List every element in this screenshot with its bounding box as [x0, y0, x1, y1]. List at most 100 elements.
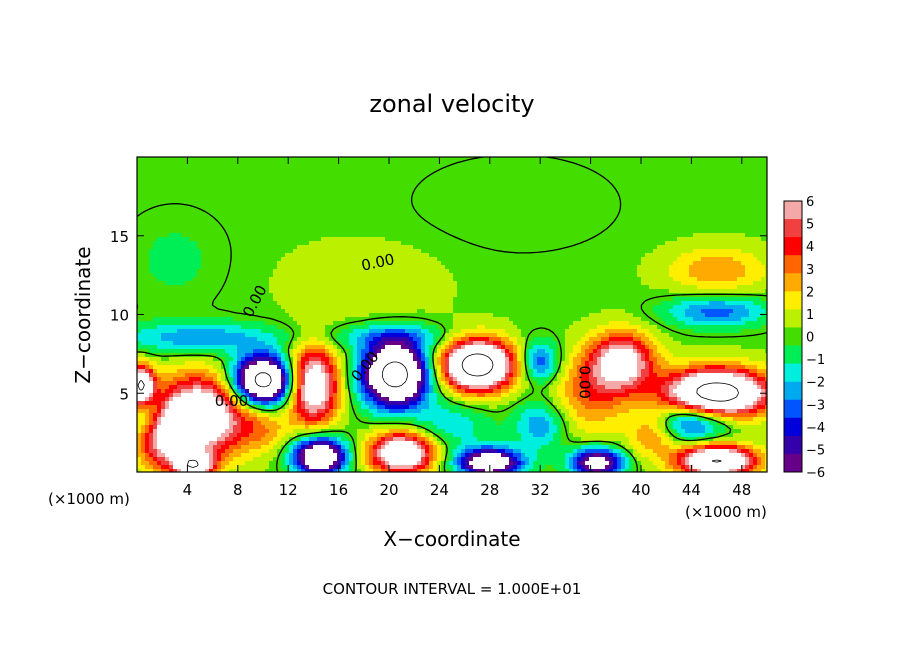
heatmap-cell: [525, 273, 530, 278]
heatmap-cell: [377, 281, 382, 286]
heatmap-cell: [301, 253, 306, 258]
heatmap-cell: [269, 181, 274, 186]
heatmap-cell: [373, 161, 378, 166]
heatmap-cell: [425, 197, 430, 202]
heatmap-cell: [353, 261, 358, 266]
heatmap-cell: [545, 173, 550, 178]
heatmap-cell: [517, 229, 522, 234]
heatmap-cell: [529, 217, 534, 222]
heatmap-cell: [309, 197, 314, 202]
heatmap-cell: [197, 245, 202, 250]
heatmap-cell: [341, 189, 346, 194]
heatmap-cell: [213, 245, 218, 250]
heatmap-cell: [709, 209, 714, 214]
heatmap-cell: [629, 157, 634, 162]
heatmap-cell: [357, 257, 362, 262]
heatmap-cell: [349, 229, 354, 234]
heatmap-cell: [573, 245, 578, 250]
heatmap-cell: [349, 261, 354, 266]
heatmap-cell: [361, 237, 366, 242]
heatmap-cell: [377, 257, 382, 262]
heatmap-cell: [425, 273, 430, 278]
heatmap-cell: [237, 237, 242, 242]
heatmap-cell: [753, 229, 758, 234]
heatmap-cell: [173, 245, 178, 250]
heatmap-cell: [569, 185, 574, 190]
heatmap-cell: [153, 169, 158, 174]
heatmap-cell: [641, 173, 646, 178]
heatmap-cell: [585, 205, 590, 210]
heatmap-cell: [249, 277, 254, 282]
heatmap-cell: [549, 185, 554, 190]
heatmap-cell: [733, 161, 738, 166]
heatmap-cell: [709, 241, 714, 246]
heatmap-cell: [621, 225, 626, 230]
heatmap-cell: [585, 245, 590, 250]
heatmap-cell: [413, 185, 418, 190]
heatmap-cell: [161, 209, 166, 214]
heatmap-cell: [481, 181, 486, 186]
heatmap-cell: [361, 181, 366, 186]
heatmap-cell: [741, 249, 746, 254]
heatmap-cell: [645, 273, 650, 278]
heatmap-cell: [725, 229, 730, 234]
heatmap-cell: [365, 205, 370, 210]
heatmap-cell: [205, 241, 210, 246]
heatmap-cell: [445, 237, 450, 242]
heatmap-cell: [401, 253, 406, 258]
heatmap-cell: [205, 245, 210, 250]
heatmap-cell: [737, 157, 742, 162]
heatmap-cell: [149, 205, 154, 210]
heatmap-cell: [533, 277, 538, 282]
heatmap-cell: [681, 201, 686, 206]
heatmap-cell: [721, 261, 726, 266]
heatmap-cell: [281, 189, 286, 194]
heatmap-cell: [553, 241, 558, 246]
heatmap-cell: [733, 237, 738, 242]
heatmap-cell: [589, 265, 594, 270]
heatmap-cell: [325, 237, 330, 242]
heatmap-cell: [761, 197, 766, 202]
heatmap-cell: [501, 201, 506, 206]
heatmap-cell: [457, 205, 462, 210]
heatmap-cell: [713, 253, 718, 258]
heatmap-cell: [397, 249, 402, 254]
heatmap-cell: [489, 213, 494, 218]
heatmap-cell: [449, 209, 454, 214]
heatmap-cell: [325, 157, 330, 162]
heatmap-cell: [325, 185, 330, 190]
heatmap-cell: [453, 269, 458, 274]
heatmap-cell: [645, 193, 650, 198]
heatmap-cell: [225, 253, 230, 258]
heatmap-cell: [393, 233, 398, 238]
heatmap-cell: [217, 261, 222, 266]
heatmap-cell: [665, 173, 670, 178]
heatmap-cell: [401, 245, 406, 250]
heatmap-cell: [145, 237, 150, 242]
heatmap-cell: [285, 253, 290, 258]
heatmap-cell: [209, 173, 214, 178]
heatmap-cell: [753, 273, 758, 278]
heatmap-cell: [289, 197, 294, 202]
heatmap-cell: [737, 197, 742, 202]
heatmap-cell: [661, 157, 666, 162]
heatmap-cell: [221, 241, 226, 246]
heatmap-cell: [229, 201, 234, 206]
heatmap-cell: [373, 253, 378, 258]
heatmap-cell: [457, 177, 462, 182]
heatmap-cell: [649, 229, 654, 234]
heatmap-cell: [521, 217, 526, 222]
heatmap-cell: [185, 237, 190, 242]
heatmap-cell: [485, 245, 490, 250]
heatmap-cell: [449, 261, 454, 266]
heatmap-cell: [737, 201, 742, 206]
heatmap-cell: [605, 241, 610, 246]
heatmap-cell: [457, 221, 462, 226]
heatmap-cell: [389, 173, 394, 178]
heatmap-cell: [437, 217, 442, 222]
heatmap-cell: [709, 257, 714, 262]
heatmap-cell: [501, 277, 506, 282]
heatmap-cell: [501, 193, 506, 198]
heatmap-cell: [357, 241, 362, 246]
heatmap-cell: [353, 245, 358, 250]
